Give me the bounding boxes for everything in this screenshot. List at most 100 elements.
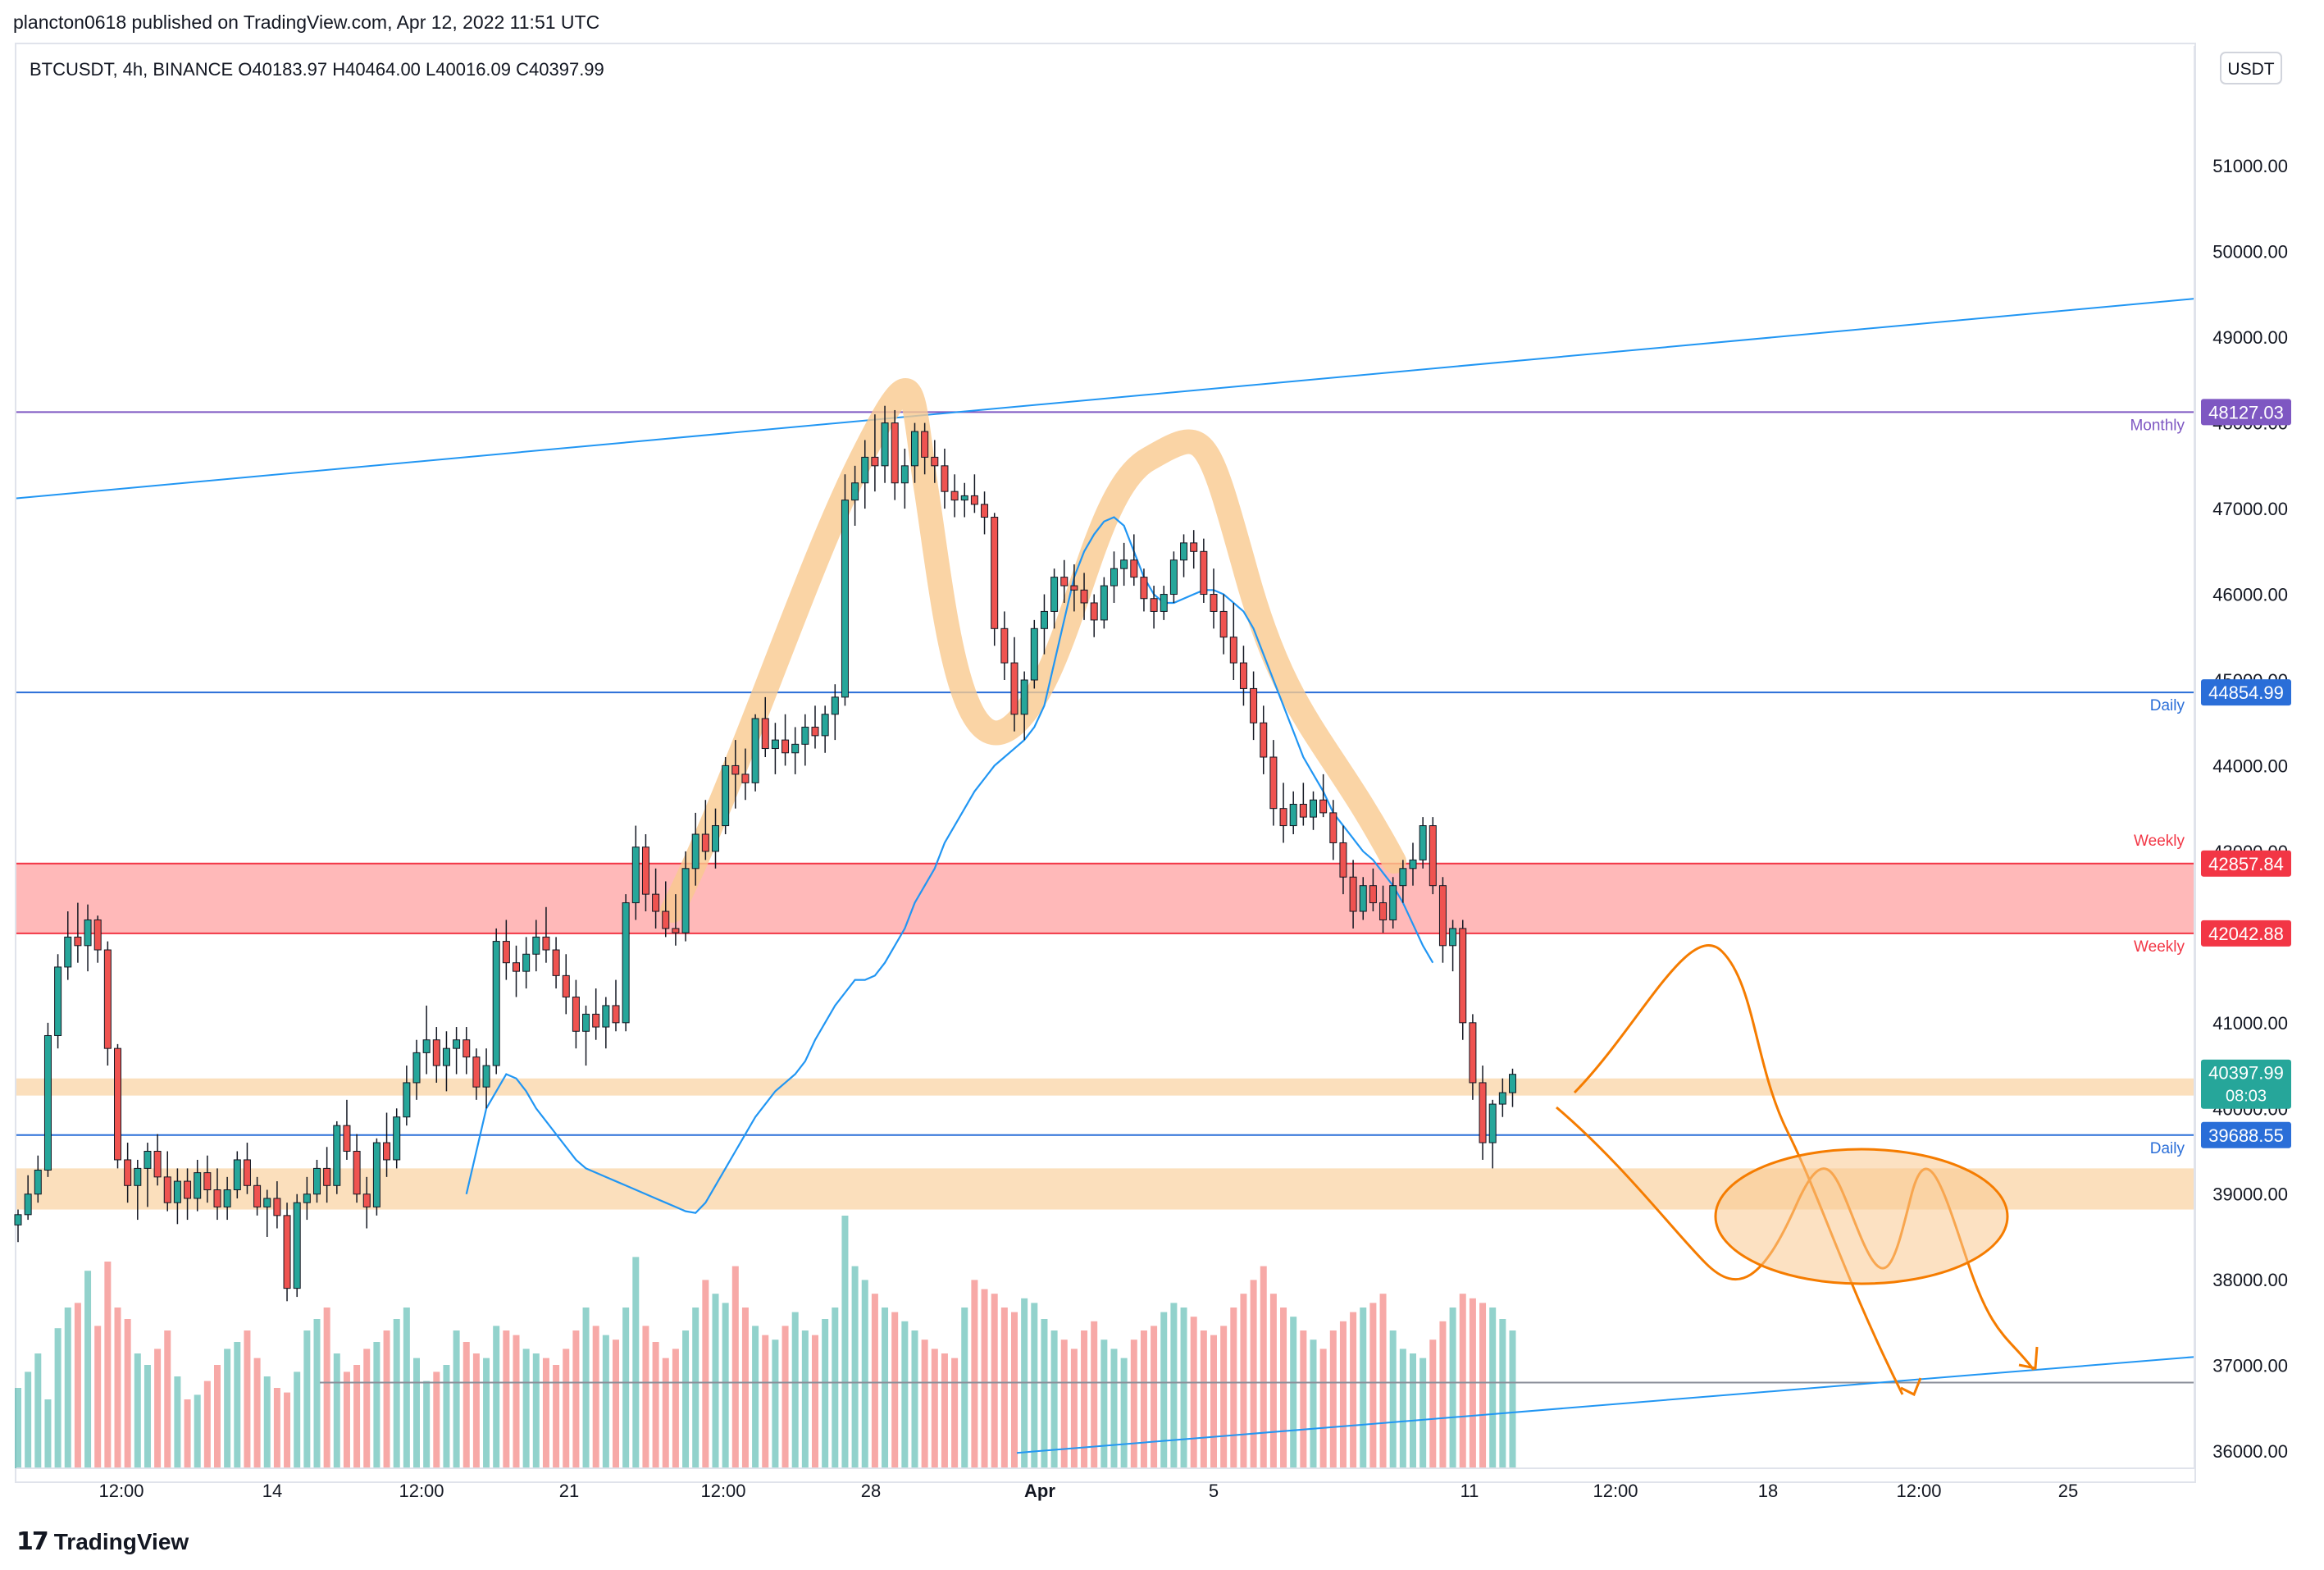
volume-bar <box>682 1330 690 1468</box>
volume-bar <box>662 1358 669 1468</box>
candle <box>1310 791 1317 830</box>
volume-bar <box>383 1330 390 1468</box>
tradingview-footer[interactable]: 𝟭𝟳 TradingView <box>16 1527 189 1556</box>
volume-bar <box>672 1349 679 1468</box>
candle <box>74 902 82 963</box>
volume-bar <box>373 1342 380 1468</box>
candle-body <box>1438 885 1447 947</box>
volume-bar <box>234 1342 241 1468</box>
volume-bar <box>981 1289 988 1468</box>
candle-body <box>403 1082 411 1118</box>
level-price-tag-text: 48127.03 <box>2208 402 2284 422</box>
level-price-tag <box>2201 1121 2291 1148</box>
volume-bar <box>203 1381 211 1468</box>
candle-body <box>1190 542 1198 552</box>
volume-bar <box>941 1353 948 1468</box>
volume-bar <box>1041 1319 1048 1468</box>
candle-body <box>542 936 550 951</box>
candle <box>1279 783 1287 843</box>
volume-bar <box>1280 1308 1287 1468</box>
candle-body <box>54 966 62 1036</box>
candle <box>372 1138 380 1216</box>
volume-bar <box>463 1342 470 1468</box>
candle <box>841 474 849 706</box>
volume-bar <box>722 1303 729 1468</box>
candle <box>891 409 899 500</box>
last-price-value: 40397.99 <box>2208 1063 2284 1084</box>
volume-bar <box>493 1326 500 1468</box>
candle-body <box>941 465 949 492</box>
level-price-tag-text: 44854.99 <box>2208 682 2284 703</box>
candle-body <box>1509 1074 1516 1093</box>
candle-body <box>1469 1022 1477 1084</box>
candle <box>1409 842 1417 886</box>
candle <box>741 748 750 801</box>
candle <box>383 1112 391 1177</box>
price-tick-label: 50000.00 <box>2212 242 2288 262</box>
candle <box>84 904 92 972</box>
candle-body <box>223 1189 231 1207</box>
volume-bar <box>1100 1340 1108 1468</box>
candle-body <box>84 919 92 947</box>
candle-body <box>861 456 869 484</box>
candle-body <box>1040 610 1048 629</box>
volume-bar <box>443 1365 450 1468</box>
candle <box>213 1168 221 1221</box>
candle <box>442 1031 450 1092</box>
candle <box>970 474 978 513</box>
volume-bar <box>702 1280 709 1468</box>
volume-bar <box>1369 1303 1377 1468</box>
upper-trendline <box>16 298 2195 500</box>
candle <box>453 1027 461 1075</box>
volume-bar <box>313 1319 321 1468</box>
volume-bar <box>1439 1321 1447 1468</box>
candle-body <box>691 833 699 869</box>
volume-bar <box>1230 1308 1237 1468</box>
price-tick-label: 47000.00 <box>2212 499 2288 519</box>
level-name-label: Weekly <box>2134 833 2185 850</box>
volume-bar <box>1489 1308 1497 1468</box>
volume-bar <box>1329 1330 1337 1468</box>
candle <box>1040 594 1048 655</box>
volume-bar <box>124 1319 131 1468</box>
volume-bar <box>1031 1303 1038 1468</box>
candle <box>303 1176 311 1221</box>
level-name-label: Weekly <box>2134 938 2185 956</box>
candle-body <box>900 465 909 484</box>
candle-body <box>194 1172 202 1199</box>
candle-body <box>343 1125 351 1152</box>
volume-bar <box>1300 1330 1307 1468</box>
candle-body <box>960 495 968 501</box>
candle <box>472 1048 481 1100</box>
volume-bar <box>483 1358 490 1468</box>
volume-bar <box>841 1216 849 1468</box>
candle-body <box>153 1151 162 1178</box>
candle <box>1150 586 1158 629</box>
candle-body <box>572 996 580 1032</box>
candle-body <box>811 726 819 737</box>
volume-bar <box>572 1330 580 1468</box>
candle-body <box>114 1047 121 1161</box>
candle <box>1289 791 1297 835</box>
candle <box>1210 568 1218 629</box>
volume-bar <box>224 1349 231 1468</box>
candle <box>203 1155 212 1203</box>
target-ellipse <box>1714 1148 2009 1285</box>
volume-bar <box>144 1365 151 1468</box>
candle-body <box>24 1193 32 1216</box>
candle-body <box>1389 885 1397 920</box>
candle <box>631 825 640 920</box>
candle <box>782 714 790 766</box>
candle-body <box>1210 594 1218 612</box>
candle-body <box>463 1039 471 1058</box>
price-tick-label: 44000.00 <box>2212 755 2288 776</box>
candle <box>93 915 102 963</box>
volume-bar <box>532 1353 540 1468</box>
candle <box>522 937 531 989</box>
candle <box>144 1143 152 1207</box>
level-name-label: Daily <box>2150 697 2185 714</box>
candle-body <box>323 1167 331 1186</box>
volume-bar <box>772 1340 779 1468</box>
candle <box>851 465 859 526</box>
